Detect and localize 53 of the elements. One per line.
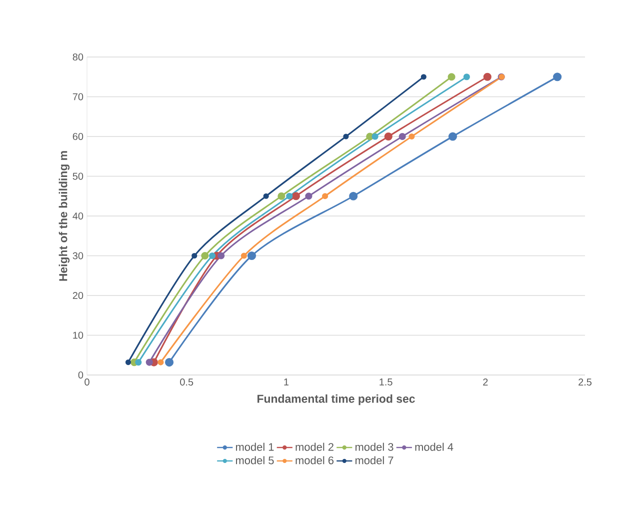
legend-label: model 3 — [356, 442, 394, 451]
legend-label: model 7 — [356, 456, 394, 464]
point — [164, 358, 174, 367]
point — [135, 358, 142, 366]
x-tick-label: 1 — [284, 378, 288, 386]
point — [398, 132, 406, 140]
point — [209, 252, 216, 260]
point — [192, 252, 198, 259]
point — [384, 132, 392, 141]
legend-label: model 6 — [296, 456, 334, 464]
point — [448, 132, 458, 141]
point — [420, 74, 426, 80]
y-tick-label: 70 — [72, 93, 84, 100]
x-tick-label: 0 — [84, 378, 90, 386]
point — [349, 192, 358, 200]
point — [218, 252, 225, 260]
y-tick-label: 60 — [72, 132, 84, 140]
y-tick-label: 0 — [78, 371, 84, 379]
point — [292, 192, 300, 200]
point — [158, 359, 164, 366]
point — [125, 359, 132, 366]
point — [286, 192, 293, 200]
point — [305, 192, 312, 200]
point — [146, 358, 153, 366]
x-tick-label: 0.5 — [180, 378, 194, 386]
y-tick-label: 40 — [72, 212, 84, 220]
y-tick-label: 50 — [72, 172, 84, 180]
point — [553, 72, 562, 82]
point — [240, 252, 248, 259]
point — [483, 72, 492, 81]
legend-label: model 4 — [415, 442, 454, 451]
legend-label: model 2 — [296, 442, 334, 451]
x-tick-label: 1.5 — [380, 378, 392, 386]
point — [448, 73, 456, 81]
legend-label: model 5 — [236, 456, 274, 464]
point — [278, 192, 286, 200]
y-tick-label: 20 — [72, 292, 84, 300]
point — [201, 252, 209, 260]
y-tick-label: 30 — [72, 252, 84, 260]
point — [343, 134, 349, 140]
point — [322, 193, 328, 200]
point — [408, 133, 415, 140]
x-tick-label: 2 — [483, 378, 488, 386]
x-tick-label: 2.5 — [578, 378, 592, 386]
y-tick-label: 10 — [73, 332, 84, 339]
point — [372, 133, 378, 140]
y-axis-title: Height of the building m — [58, 151, 70, 281]
point — [463, 74, 470, 80]
legend-label: model 1 — [236, 442, 274, 451]
x-axis-title: Fundamental time period sec — [258, 394, 415, 406]
point — [247, 251, 256, 260]
y-tick-label: 80 — [72, 53, 84, 61]
point — [263, 193, 269, 199]
